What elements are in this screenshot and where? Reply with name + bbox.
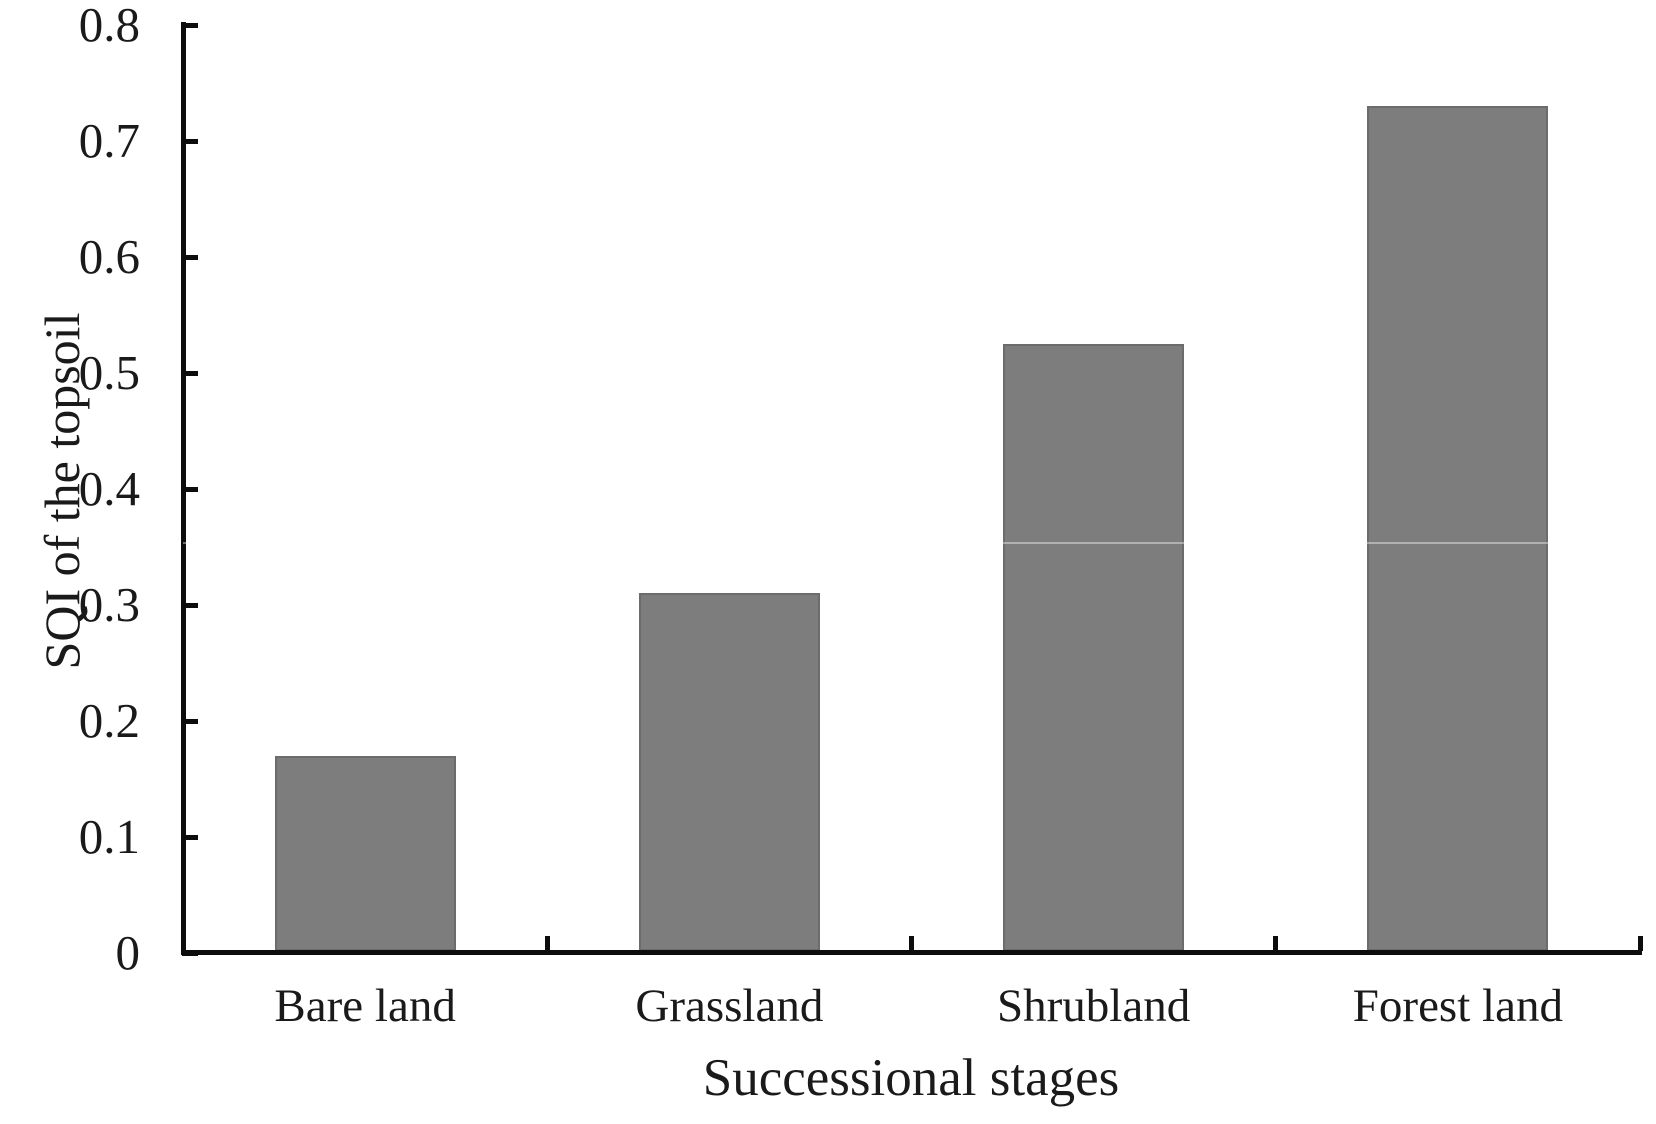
- y-tick-label: 0: [115, 925, 141, 980]
- y-tick-label: 0.6: [78, 229, 140, 284]
- y-tick: [182, 486, 198, 492]
- y-tick: [182, 718, 198, 724]
- bar: [1003, 344, 1185, 951]
- x-tick: [1273, 936, 1279, 951]
- x-category-label: Bare land: [274, 980, 456, 1032]
- y-tick-label: 0.1: [78, 809, 140, 864]
- x-axis-line: [181, 950, 1642, 955]
- bar: [274, 755, 456, 951]
- y-tick: [182, 370, 198, 376]
- y-tick-label: 0.2: [78, 693, 140, 748]
- image-seam-artifact: [183, 542, 1640, 544]
- x-axis-title: Successional stages: [702, 1049, 1120, 1107]
- y-tick: [182, 22, 198, 28]
- x-category-label: Forest land: [1352, 980, 1563, 1032]
- x-category-label: Shrubland: [997, 980, 1191, 1032]
- y-tick-label: 0.4: [78, 461, 140, 516]
- x-tick: [544, 936, 550, 951]
- y-tick: [182, 138, 198, 144]
- y-tick-label: 0.3: [78, 577, 140, 632]
- bar: [1367, 106, 1549, 951]
- y-tick: [182, 834, 198, 840]
- y-tick: [182, 602, 198, 608]
- x-tick: [1637, 936, 1643, 951]
- bar: [638, 593, 820, 951]
- y-tick-label: 0.7: [78, 113, 140, 168]
- x-category-label: Grassland: [635, 980, 824, 1032]
- y-tick: [182, 254, 198, 260]
- y-tick-label: 0.5: [78, 345, 140, 400]
- x-tick: [909, 936, 914, 951]
- y-tick: [182, 950, 198, 956]
- y-tick-label: 0.8: [78, 0, 140, 52]
